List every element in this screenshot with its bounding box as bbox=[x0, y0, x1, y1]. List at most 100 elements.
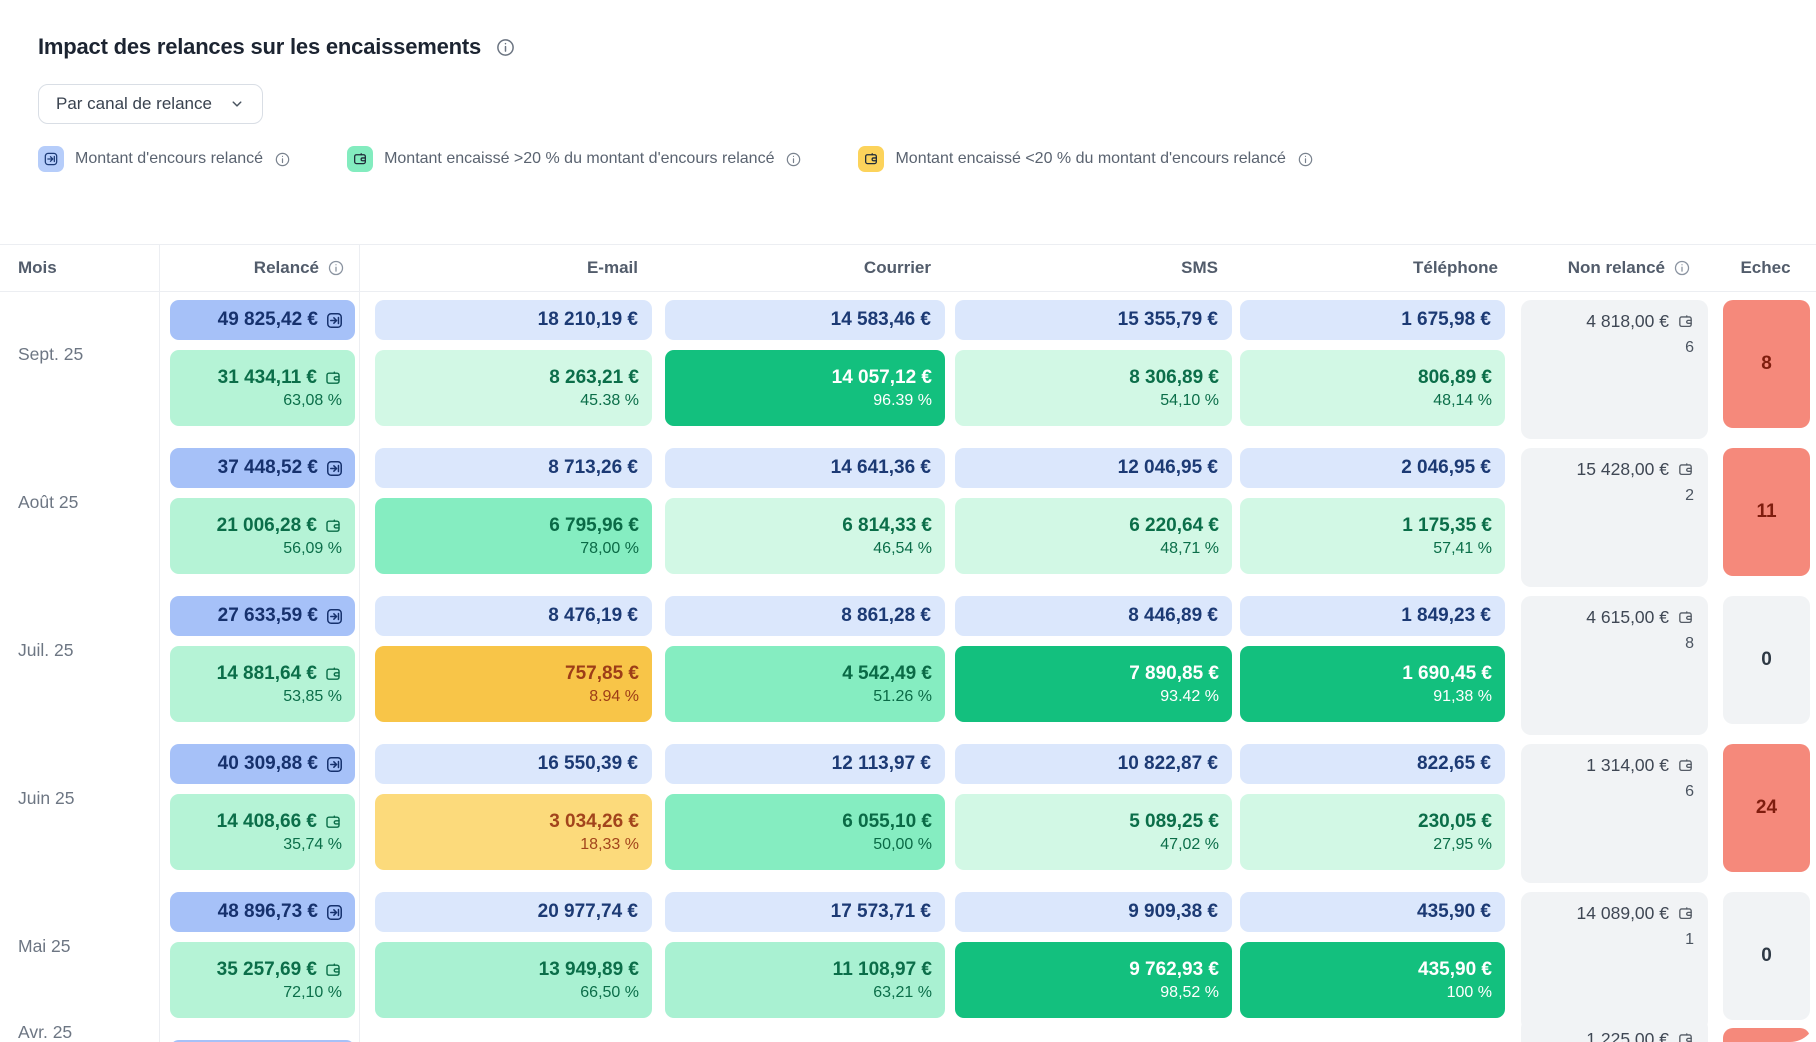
table-row: Juin 25 40 309,88 € 14 408,66 € 35,74 % … bbox=[0, 736, 1816, 884]
non-relance-box[interactable]: 1 314,00 € 6 bbox=[1521, 744, 1708, 883]
email-relance-box[interactable]: 16 550,39 € bbox=[375, 744, 652, 784]
non-relance-box[interactable]: 4 818,00 € 6 bbox=[1521, 300, 1708, 439]
telephone-collected-box[interactable]: 230,05 €27,95 % bbox=[1240, 794, 1505, 870]
telephone-relance-box[interactable]: 1 675,98 € bbox=[1240, 300, 1505, 340]
relance-collected-box[interactable]: 21 006,28 € 56,09 % bbox=[170, 498, 355, 574]
telephone-relance-box[interactable]: 822,65 € bbox=[1240, 744, 1505, 784]
sms-collected-box[interactable]: 6 220,64 €48,71 % bbox=[955, 498, 1232, 574]
sms-relance-box[interactable]: 8 446,89 € bbox=[955, 596, 1232, 636]
title-info-icon[interactable] bbox=[495, 37, 516, 58]
legend-item-relance: Montant d'encours relancé bbox=[38, 146, 291, 172]
legend-item-encaisse-inf20: Montant encaissé <20 % du montant d'enco… bbox=[858, 146, 1313, 172]
telephone-relance-box[interactable]: 1 849,23 € bbox=[1240, 596, 1505, 636]
sms-relance-box[interactable]: 15 355,79 € bbox=[955, 300, 1232, 340]
echec-box[interactable]: 8 bbox=[1723, 300, 1810, 428]
email-collected-box[interactable]: 13 949,89 €66,50 % bbox=[375, 942, 652, 1018]
table-row: Mai 25 48 896,73 € 35 257,69 € 72,10 % 2… bbox=[0, 884, 1816, 1032]
sms-collected-box[interactable]: 5 089,25 €47,02 % bbox=[955, 794, 1232, 870]
non-relance-info-icon[interactable] bbox=[1673, 259, 1691, 277]
legend-info-icon[interactable] bbox=[785, 151, 802, 168]
relance-total-box[interactable]: 49 825,42 € bbox=[170, 300, 355, 340]
legend-label: Montant encaissé <20 % du montant d'enco… bbox=[895, 150, 1286, 167]
relance-total-box[interactable]: 40 309,88 € bbox=[170, 744, 355, 784]
sms-collected-box[interactable]: 7 890,85 €93.42 % bbox=[955, 646, 1232, 722]
column-header-non-relance: Non relancé bbox=[1512, 245, 1715, 291]
column-header-courrier: Courrier bbox=[863, 258, 931, 277]
courrier-relance-box[interactable]: 8 861,28 € bbox=[665, 596, 945, 636]
legend-info-icon[interactable] bbox=[1297, 151, 1314, 168]
relance-collected-box[interactable]: 14 408,66 € 35,74 % bbox=[170, 794, 355, 870]
email-collected-box[interactable]: 6 795,96 €78,00 % bbox=[375, 498, 652, 574]
email-collected-box[interactable]: 3 034,26 €18,33 % bbox=[375, 794, 652, 870]
reminder-sent-icon bbox=[325, 607, 344, 626]
email-relance-box[interactable]: 8 476,19 € bbox=[375, 596, 652, 636]
relance-total-box[interactable]: 37 448,52 € bbox=[170, 448, 355, 488]
sms-relance-box[interactable]: 12 046,95 € bbox=[955, 448, 1232, 488]
header-section: Impact des relances sur les encaissement… bbox=[0, 0, 1816, 172]
courrier-collected-box[interactable]: 6 055,10 €50,00 % bbox=[665, 794, 945, 870]
wallet-icon bbox=[1677, 905, 1694, 922]
non-relance-box[interactable]: 14 089,00 € 1 bbox=[1521, 892, 1708, 1031]
email-collected-box[interactable]: 8 263,21 €45.38 % bbox=[375, 350, 652, 426]
non-relance-count: 6 bbox=[1685, 783, 1694, 800]
wallet-icon bbox=[1677, 757, 1694, 774]
view-mode-dropdown[interactable]: Par canal de relance bbox=[38, 84, 263, 124]
relance-total-box[interactable] bbox=[170, 1040, 355, 1042]
email-relance-box[interactable]: 20 977,74 € bbox=[375, 892, 652, 932]
non-relance-count: 8 bbox=[1685, 635, 1694, 652]
telephone-collected-box[interactable]: 1 690,45 €91,38 % bbox=[1240, 646, 1505, 722]
echec-box[interactable] bbox=[1723, 1028, 1810, 1042]
non-relance-box[interactable]: 4 615,00 € 8 bbox=[1521, 596, 1708, 735]
non-relance-box[interactable]: 1 225,00 € bbox=[1521, 1018, 1708, 1042]
relance-info-icon[interactable] bbox=[327, 259, 345, 277]
courrier-relance-box[interactable]: 14 641,36 € bbox=[665, 448, 945, 488]
telephone-collected-box[interactable]: 1 175,35 €57,41 % bbox=[1240, 498, 1505, 574]
wallet-icon bbox=[347, 146, 374, 172]
courrier-collected-box[interactable]: 4 542,49 €51.26 % bbox=[665, 646, 945, 722]
relance-total-box[interactable]: 48 896,73 € bbox=[170, 892, 355, 932]
echec-box[interactable]: 11 bbox=[1723, 448, 1810, 576]
courrier-collected-box[interactable]: 11 108,97 €63,21 % bbox=[665, 942, 945, 1018]
sms-collected-box[interactable]: 8 306,89 €54,10 % bbox=[955, 350, 1232, 426]
relance-collected-box[interactable]: 35 257,69 € 72,10 % bbox=[170, 942, 355, 1018]
column-header-email: E-mail bbox=[586, 258, 638, 277]
relance-collected-box[interactable]: 31 434,11 € 63,08 % bbox=[170, 350, 355, 426]
courrier-collected-box[interactable]: 6 814,33 €46,54 % bbox=[665, 498, 945, 574]
courrier-relance-box[interactable]: 12 113,97 € bbox=[665, 744, 945, 784]
sms-relance-box[interactable]: 10 822,87 € bbox=[955, 744, 1232, 784]
non-relance-count: 1 bbox=[1685, 931, 1694, 948]
month-label: Août 25 bbox=[18, 492, 79, 512]
telephone-relance-box[interactable]: 2 046,95 € bbox=[1240, 448, 1505, 488]
sms-relance-box[interactable]: 9 909,38 € bbox=[955, 892, 1232, 932]
relance-total-box[interactable]: 27 633,59 € bbox=[170, 596, 355, 636]
telephone-relance-box[interactable]: 435,90 € bbox=[1240, 892, 1505, 932]
month-label: Juin 25 bbox=[18, 788, 75, 808]
email-relance-box[interactable]: 18 210,19 € bbox=[375, 300, 652, 340]
courrier-relance-box[interactable]: 17 573,71 € bbox=[665, 892, 945, 932]
legend-info-icon[interactable] bbox=[274, 151, 291, 168]
wallet-icon bbox=[324, 813, 342, 831]
email-collected-box[interactable]: 757,85 €8.94 % bbox=[375, 646, 652, 722]
relance-collected-box[interactable]: 14 881,64 € 53,85 % bbox=[170, 646, 355, 722]
impact-table: Mois Relancé E-mail Courrier SMS Télépho… bbox=[0, 244, 1816, 1042]
echec-box[interactable]: 0 bbox=[1723, 892, 1810, 1020]
column-header-echec: Echec bbox=[1740, 258, 1791, 277]
echec-box[interactable]: 24 bbox=[1723, 744, 1810, 872]
wallet-icon bbox=[1677, 609, 1694, 626]
column-header-mois: Mois bbox=[0, 245, 160, 291]
non-relance-box[interactable]: 15 428,00 € 2 bbox=[1521, 448, 1708, 587]
courrier-relance-box[interactable]: 14 583,46 € bbox=[665, 300, 945, 340]
echec-box[interactable]: 0 bbox=[1723, 596, 1810, 724]
telephone-collected-box[interactable]: 435,90 €100 % bbox=[1240, 942, 1505, 1018]
courrier-collected-box[interactable]: 14 057,12 €96.39 % bbox=[665, 350, 945, 426]
legend: Montant d'encours relancé Montant encais… bbox=[38, 146, 1778, 172]
sms-collected-box[interactable]: 9 762,93 €98,52 % bbox=[955, 942, 1232, 1018]
page-title: Impact des relances sur les encaissement… bbox=[38, 34, 482, 59]
wallet-icon bbox=[324, 665, 342, 683]
email-relance-box[interactable]: 8 713,26 € bbox=[375, 448, 652, 488]
telephone-collected-box[interactable]: 806,89 €48,14 % bbox=[1240, 350, 1505, 426]
month-label: Mai 25 bbox=[18, 936, 71, 956]
table-row: Sept. 25 49 825,42 € 31 434,11 € 63,08 %… bbox=[0, 292, 1816, 440]
wallet-icon bbox=[324, 961, 342, 979]
